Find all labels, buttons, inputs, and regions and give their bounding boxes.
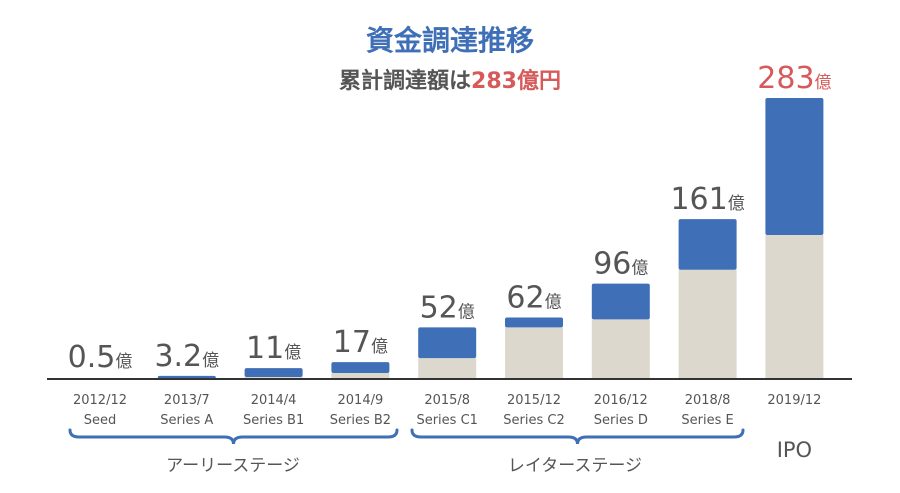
total-label: 62億 (506, 280, 561, 315)
bar-segment-beige (678, 269, 737, 379)
chart-title: 資金調達推移 (366, 24, 534, 57)
total-label: 3.2億 (154, 339, 219, 374)
bar-segment-beige (765, 235, 824, 379)
tick-round: Series D (594, 413, 648, 428)
bar-segment-beige (591, 319, 650, 379)
group-bracket (68, 428, 399, 445)
tick-round: Series C2 (503, 413, 564, 428)
total-unit: 億 (284, 343, 301, 363)
tick-date: 2019/12 (767, 393, 821, 408)
total-value: 96 (593, 247, 631, 282)
tick-date: 2014/4 (251, 393, 297, 408)
total-value: 52 (420, 290, 458, 325)
tick-date: 2013/7 (164, 393, 210, 408)
group-label: IPO (777, 438, 812, 462)
total-label: 17億 (333, 325, 388, 360)
bar-segment-blue (418, 327, 477, 359)
chart-subtitle: 累計調達額は283億円 (339, 68, 561, 94)
bar-segment-blue (678, 219, 737, 270)
total-value: 0.5 (68, 340, 116, 375)
total-value: 62 (506, 280, 544, 315)
subtitle-prefix: 累計調達額は (339, 68, 471, 94)
bar-segment-blue (591, 283, 650, 320)
tick-round: Seed (84, 413, 117, 428)
total-label: 52億 (420, 290, 475, 325)
total-unit: 億 (115, 352, 132, 372)
bar-segment-blue (505, 317, 563, 328)
tick-round: Series B2 (330, 413, 391, 428)
total-value: 283 (757, 61, 814, 96)
total-value: 17 (333, 325, 371, 360)
groups-layer: アーリーステージ レイターステージ IPO (68, 428, 812, 476)
total-unit: 億 (815, 73, 832, 93)
tick-round: Series E (681, 413, 733, 428)
group-label: アーリーステージ (166, 456, 300, 476)
ticks-layer: 2012/12 Seed 2013/7 Series A 2014/4 Series B1… (73, 393, 821, 428)
bar-segment-blue (244, 368, 303, 378)
bars-layer (157, 98, 824, 379)
total-label: 161億 (670, 182, 744, 217)
total-unit: 億 (545, 292, 562, 312)
tick-round: Series A (160, 413, 213, 428)
bar-segment-blue (331, 362, 390, 374)
tick-date: 2015/8 (424, 393, 470, 408)
tick-date: 2014/9 (338, 393, 384, 408)
bar-segment-beige (331, 373, 390, 379)
bar-segment-beige (418, 358, 477, 379)
total-unit: 億 (371, 337, 388, 357)
total-value: 161 (670, 182, 727, 217)
tick-date: 2016/12 (594, 393, 648, 408)
tick-round: Series C1 (416, 413, 477, 428)
tick-date: 2015/12 (507, 393, 561, 408)
total-unit: 億 (202, 351, 219, 371)
tick-date: 2018/8 (685, 393, 731, 408)
subtitle-highlight: 283億円 (471, 68, 561, 94)
group-bracket (410, 428, 745, 445)
total-unit: 億 (631, 259, 648, 279)
tick-date: 2012/12 (73, 393, 127, 408)
bar-segment-blue (765, 98, 824, 236)
group-label: レイターステージ (508, 456, 642, 476)
total-label: 283億 (757, 61, 831, 96)
bar-segment-beige (505, 327, 563, 379)
total-unit: 億 (458, 302, 475, 322)
total-value: 3.2 (154, 339, 202, 374)
tick-round: Series B1 (243, 413, 304, 428)
total-unit: 億 (728, 194, 745, 214)
total-value: 11 (246, 331, 284, 366)
total-label: 0.5億 (68, 340, 133, 375)
total-label: 11億 (246, 331, 301, 366)
total-label: 96億 (593, 247, 648, 282)
